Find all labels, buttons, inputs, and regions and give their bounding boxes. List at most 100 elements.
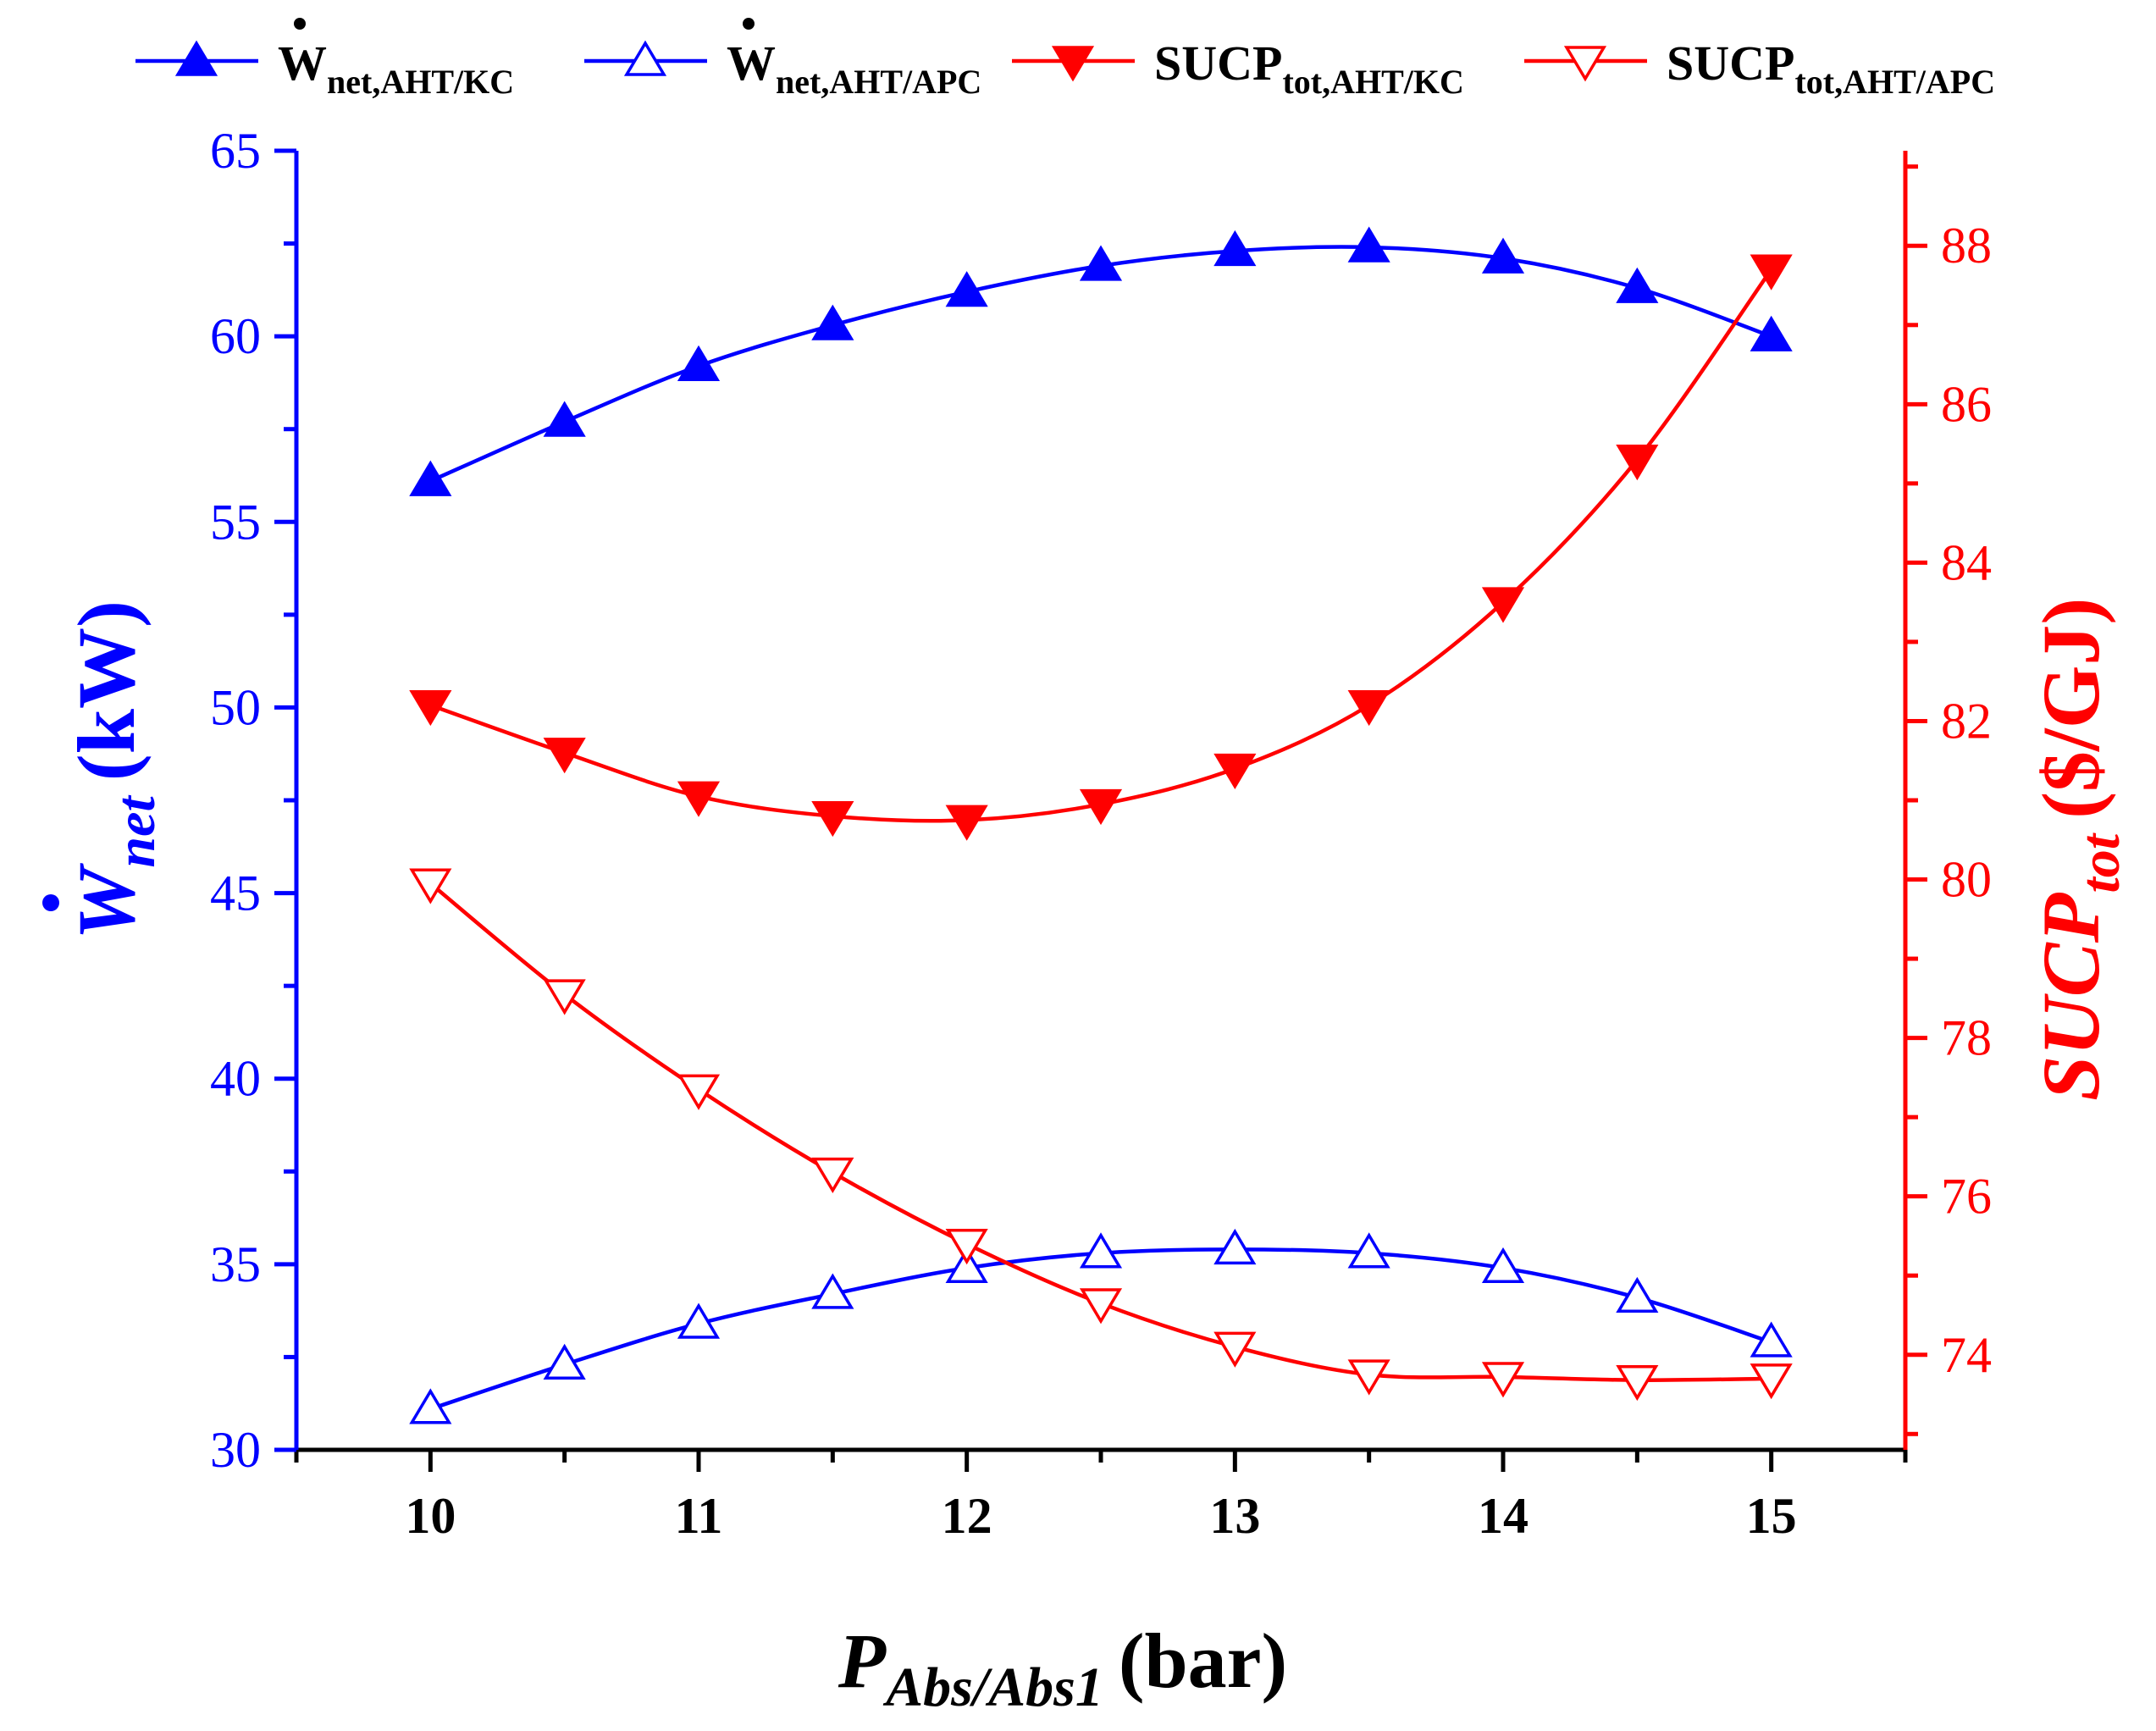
right-tick-label: 82: [1941, 693, 1992, 749]
x-tick-label: 14: [1478, 1488, 1529, 1544]
legend-label: Wnet,AHT/APC: [727, 36, 981, 101]
data-point: [1079, 788, 1123, 826]
data-point: [677, 781, 721, 817]
x-tick-label: 13: [1209, 1488, 1260, 1544]
series-line: [429, 1247, 1772, 1411]
data-point: [1347, 1232, 1390, 1269]
right-tick-label: 86: [1941, 376, 1992, 432]
data-point: [1481, 587, 1525, 623]
series-group: [409, 226, 1793, 1424]
data-point: [1213, 753, 1257, 790]
right-y-axis-title-sub: tot: [2070, 832, 2131, 893]
left-tick-label: 40: [210, 1051, 261, 1107]
legend-dot: [743, 18, 755, 30]
x-tick-label: 12: [942, 1488, 992, 1544]
data-point: [1347, 1359, 1390, 1396]
right-tick-label: 84: [1941, 534, 1992, 590]
data-point: [1213, 1331, 1257, 1368]
series-line: [428, 882, 1772, 1382]
data-point: [945, 271, 988, 307]
series-1: [409, 1228, 1793, 1424]
data-point: [945, 1229, 988, 1265]
legend-marker: [1563, 46, 1607, 82]
series-2: [409, 254, 1793, 841]
right-y-axis: 74 76 78 80 82 84 86 88: [1903, 151, 1992, 1450]
data-point: [1750, 254, 1793, 290]
svg-text:SUCPtot($/GJ): SUCPtot ($/GJ): [2026, 598, 2131, 1101]
right-tick-label: 88: [1941, 218, 1992, 274]
data-point: [811, 800, 854, 838]
right-tick-label: 80: [1941, 852, 1992, 908]
series-line: [429, 245, 1772, 484]
legend-label: SUCPtot,AHT/KC: [1154, 36, 1464, 101]
data-point: [409, 868, 452, 904]
data-point: [1347, 226, 1390, 263]
legend-label-sub: tot,AHT/APC: [1794, 63, 1995, 101]
legend-marker: [174, 40, 218, 76]
data-point: [1079, 245, 1123, 281]
series-0: [409, 226, 1793, 496]
x-tick-label: 15: [1746, 1488, 1797, 1544]
data-point: [1750, 1363, 1793, 1400]
x-tick-label: 11: [675, 1488, 723, 1544]
left-tick-label: 35: [210, 1236, 261, 1292]
left-tick-label: 60: [210, 308, 261, 364]
data-point: [945, 1247, 988, 1283]
data-point: [811, 1273, 854, 1309]
left-y-axis-title-main: W: [61, 863, 152, 940]
data-point: [1481, 1362, 1525, 1398]
left-y-axis: 30 35 40 45 50 55 60 65: [210, 123, 299, 1478]
series-line: [429, 268, 1773, 823]
data-point: [1616, 1364, 1659, 1402]
legend-label-main: SUCP: [1667, 36, 1794, 91]
legend-item-1: Wnet,AHT/APC: [584, 18, 981, 101]
data-point: [945, 805, 988, 841]
right-y-axis-title-main: SUCP: [2026, 892, 2116, 1101]
legend-label-sub: net,AHT/APC: [776, 63, 981, 101]
right-y-axis-title: SUCPtot ($/GJ): [2026, 598, 2131, 1101]
data-point: [1750, 1321, 1793, 1358]
data-point: [1347, 690, 1390, 727]
data-point: [1481, 237, 1525, 274]
legend-label-main: W: [278, 36, 327, 91]
data-point: [1616, 1276, 1659, 1313]
right-y-axis-title-unit: ($/GJ): [2026, 598, 2116, 819]
x-axis-title-main: P: [838, 1618, 887, 1704]
data-point: [543, 401, 586, 437]
svg-text:Wnet(kW): Wnet (kW): [61, 600, 167, 940]
data-point: [1079, 1232, 1123, 1269]
legend-label-sub: net,AHT/KC: [327, 63, 514, 101]
x-axis-title-unit: (bar): [1119, 1618, 1287, 1704]
legend-item-0: Wnet,AHT/KC: [135, 18, 514, 101]
left-tick-label: 55: [210, 494, 261, 550]
legend-label-main: W: [727, 36, 776, 91]
left-y-axis-title-sub: net: [105, 795, 167, 868]
legend-item-3: SUCPtot,AHT/APC: [1524, 36, 1995, 101]
data-point: [1616, 445, 1659, 481]
right-tick-label: 78: [1941, 1010, 1992, 1066]
legend-label-main: SUCP: [1154, 36, 1282, 91]
data-point: [1213, 1228, 1257, 1265]
right-tick-label: 76: [1941, 1169, 1992, 1225]
legend-marker: [623, 40, 667, 76]
left-y-axis-title-dot: [42, 894, 59, 911]
x-tick-label: 10: [405, 1488, 456, 1544]
data-point: [1481, 1247, 1525, 1283]
legend-item-2: SUCPtot,AHT/KC: [1012, 36, 1464, 101]
legend: Wnet,AHT/KC Wnet,AHT/APC SUCPtot,AHT/KC SUC…: [135, 18, 1995, 101]
data-point: [1750, 315, 1793, 351]
series-3: [409, 868, 1793, 1402]
data-point: [409, 1388, 452, 1424]
right-tick-label: 74: [1941, 1327, 1992, 1383]
left-tick-label: 45: [210, 866, 261, 921]
x-axis-title: PAbs/Abs1 (bar): [838, 1618, 1287, 1718]
left-tick-label: 50: [210, 679, 261, 735]
legend-label-sub: tot,AHT/KC: [1282, 63, 1463, 101]
data-point: [1616, 267, 1659, 303]
data-point: [677, 1074, 721, 1110]
left-tick-label: 30: [210, 1422, 261, 1478]
data-point: [543, 1343, 586, 1380]
legend-marker: [1051, 46, 1095, 82]
left-y-axis-title-unit: (kW): [61, 600, 152, 781]
